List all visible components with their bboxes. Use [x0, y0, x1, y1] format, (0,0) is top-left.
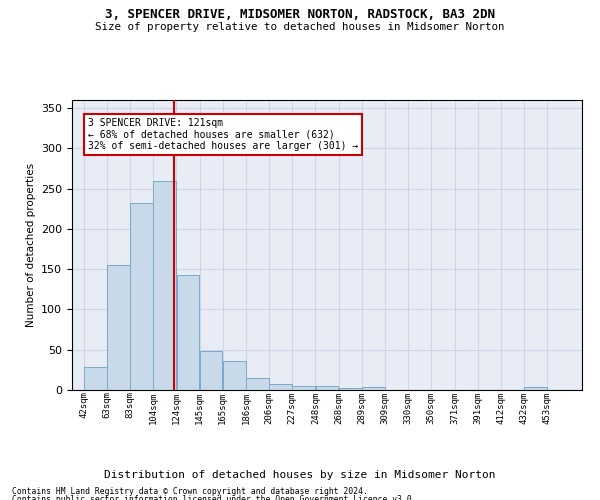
Y-axis label: Number of detached properties: Number of detached properties: [26, 163, 35, 327]
Text: Contains HM Land Registry data © Crown copyright and database right 2024.: Contains HM Land Registry data © Crown c…: [12, 488, 368, 496]
Bar: [269, 384, 292, 390]
Bar: [154, 180, 176, 390]
Text: 3 SPENCER DRIVE: 121sqm
← 68% of detached houses are smaller (632)
32% of semi-d: 3 SPENCER DRIVE: 121sqm ← 68% of detache…: [88, 118, 358, 151]
Bar: [107, 265, 130, 390]
Bar: [316, 386, 338, 390]
Text: Contains public sector information licensed under the Open Government Licence v3: Contains public sector information licen…: [12, 495, 416, 500]
Bar: [84, 368, 107, 390]
Bar: [362, 387, 385, 390]
Bar: [200, 350, 223, 390]
Text: Size of property relative to detached houses in Midsomer Norton: Size of property relative to detached ho…: [95, 22, 505, 32]
Text: 3, SPENCER DRIVE, MIDSOMER NORTON, RADSTOCK, BA3 2DN: 3, SPENCER DRIVE, MIDSOMER NORTON, RADST…: [105, 8, 495, 20]
Text: Distribution of detached houses by size in Midsomer Norton: Distribution of detached houses by size …: [104, 470, 496, 480]
Bar: [524, 387, 547, 390]
Bar: [176, 275, 199, 390]
Bar: [292, 386, 315, 390]
Bar: [223, 361, 245, 390]
Bar: [339, 388, 362, 390]
Bar: [130, 203, 153, 390]
Bar: [246, 378, 269, 390]
